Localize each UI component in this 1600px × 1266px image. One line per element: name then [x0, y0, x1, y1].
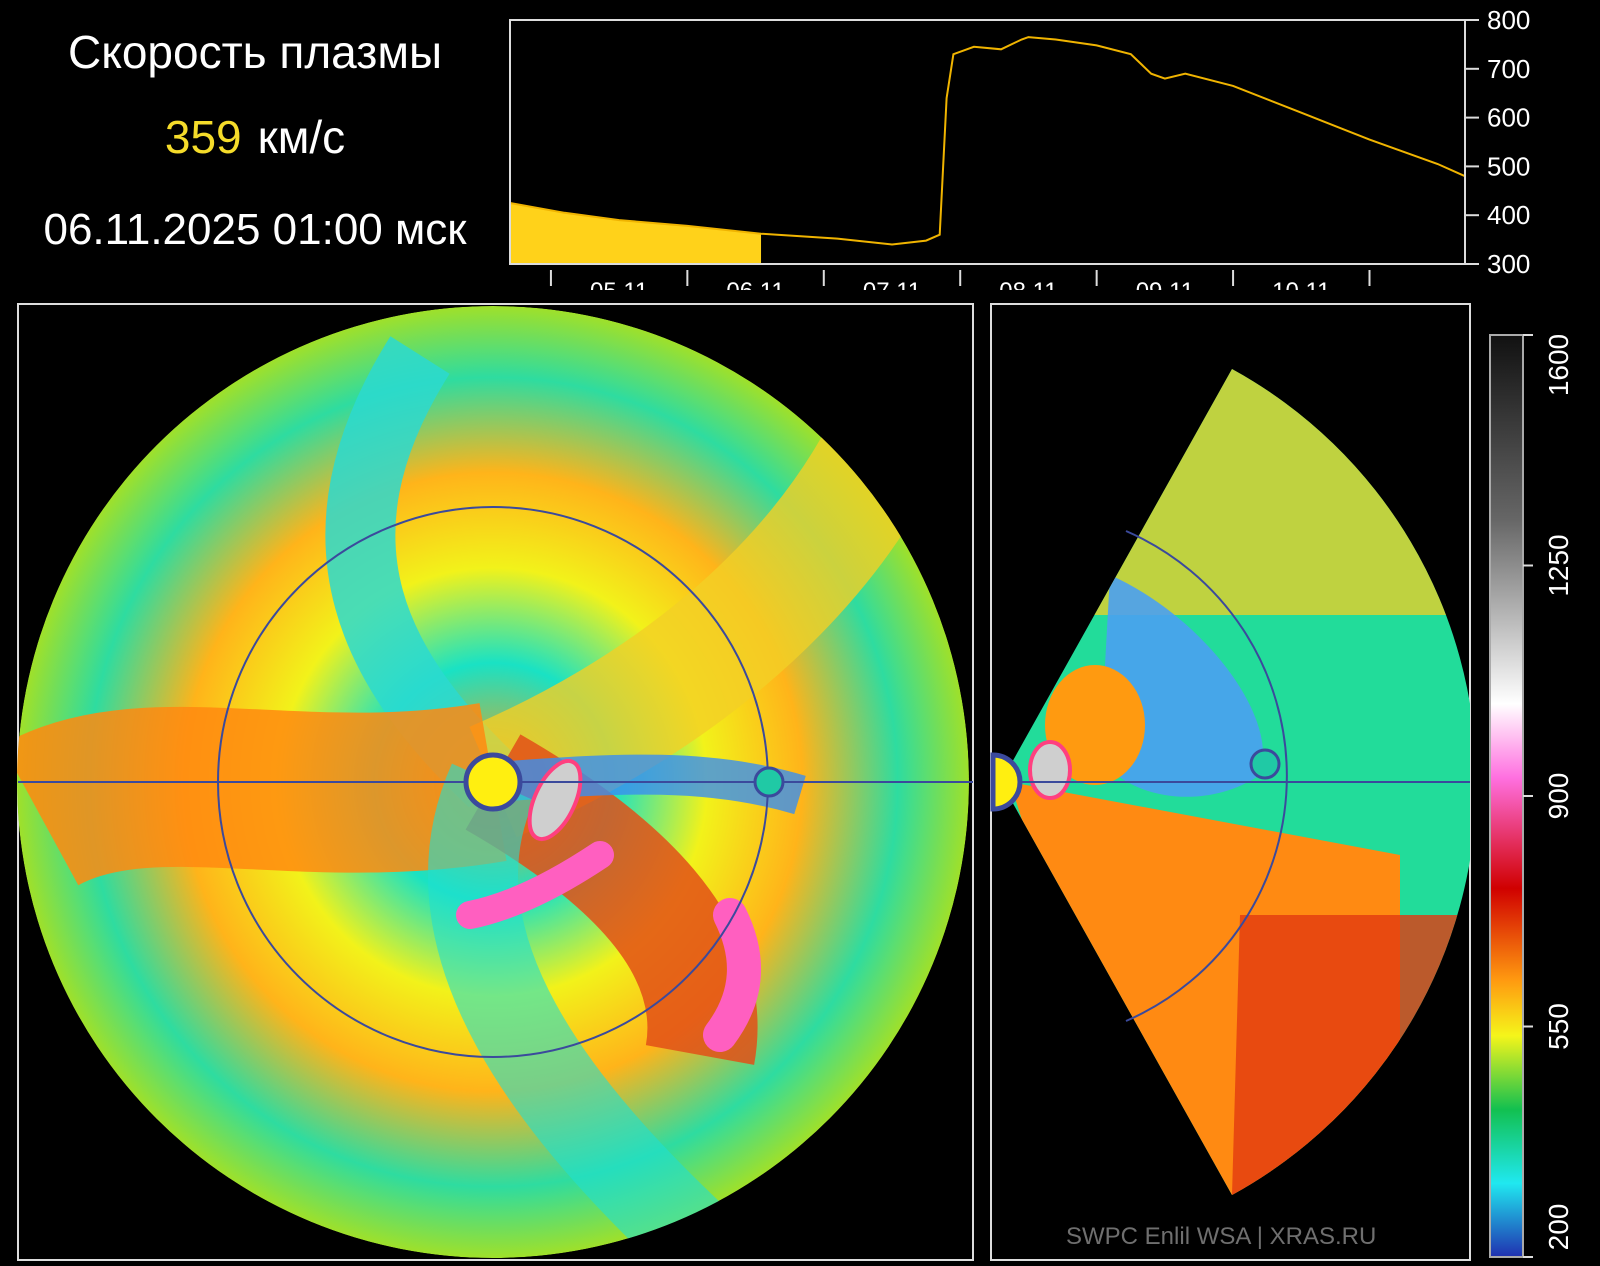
watermark: SWPC Enlil WSA | XRAS.RU: [1066, 1223, 1377, 1250]
earth-marker-meridional: [1249, 748, 1281, 780]
y-tick-label: 700: [1487, 54, 1530, 84]
colorbar-tick-label: 1250: [1543, 534, 1574, 596]
speed-unit: км/с: [257, 111, 346, 163]
colorbar-tick-label: 900: [1543, 773, 1574, 820]
datetime-label: 06.11.2025 01:00 мск: [43, 205, 467, 254]
meridional-map: [1001, 369, 1470, 1195]
page-title: Скорость плазмы: [67, 26, 443, 78]
colorbar-tick-label: 200: [1543, 1204, 1574, 1251]
heliosphere-maps: 1600 1250 900 550 200: [17, 303, 1574, 1261]
colorbar-axis: 1600 1250 900 550 200: [1523, 334, 1574, 1258]
y-tick-label: 500: [1487, 151, 1530, 181]
sun-marker-meridional: [990, 752, 1023, 812]
y-tick-label: 800: [1487, 10, 1530, 35]
timeseries-frame: [509, 19, 1466, 265]
x-tick-label: 08.11: [999, 278, 1057, 290]
y-tick-label: 400: [1487, 200, 1530, 230]
past-speed-fill: [510, 203, 762, 264]
colorbar-gradient: [1489, 334, 1524, 1258]
x-tick-label: 06.11: [726, 278, 784, 290]
x-tick-label: 09.11: [1136, 278, 1194, 290]
speed-value: 359: [164, 111, 242, 163]
sun-marker-ecliptic: [463, 752, 523, 812]
y-tick-label: 300: [1487, 249, 1530, 279]
earth-marker-ecliptic: [753, 766, 785, 798]
x-tick-label: 05.11: [590, 278, 648, 290]
x-tick-label: 10.11: [1272, 278, 1330, 290]
colorbar-tick-label: 550: [1543, 1003, 1574, 1050]
colorbar-tick-label: 1600: [1543, 334, 1574, 396]
y-tick-label: 600: [1487, 103, 1530, 133]
earth-orbit-meridional: [1125, 530, 1288, 1022]
speed-series-line: [509, 36, 1466, 246]
timeseries-chart: 800 700 600 500 400 300 05.11 06.11 07.11 08.11 09…: [509, 10, 1530, 290]
speed-readout: 359 км/с: [30, 110, 480, 164]
x-tick-label: 07.11: [863, 278, 921, 290]
